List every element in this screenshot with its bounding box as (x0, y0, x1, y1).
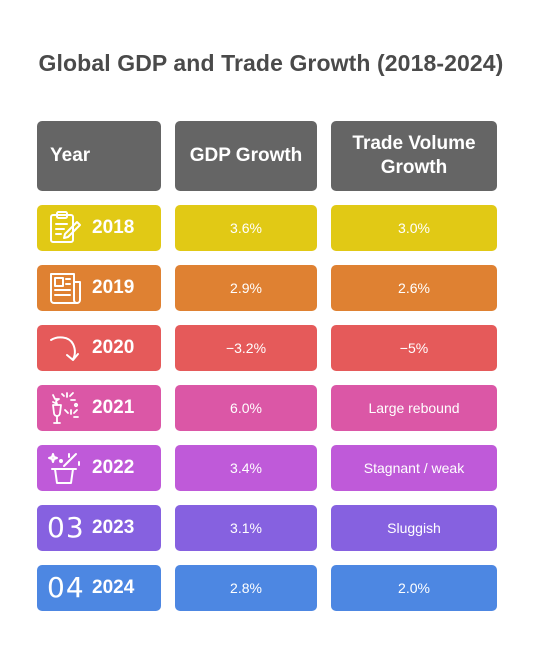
header-trade-volume-growth: Trade Volume Growth (331, 121, 497, 191)
row-2022-gdp-cell: 3.4% (175, 445, 317, 491)
year-label: 2022 (92, 457, 135, 478)
row-2020-trade-cell: −5% (331, 325, 497, 371)
row-2022-year-cell: 2022 (37, 445, 161, 491)
row-2023-trade-cell: Sluggish (331, 505, 497, 551)
year-label: 2023 (92, 517, 135, 538)
row-2018-gdp-cell: 3.6% (175, 205, 317, 251)
year-label: 2019 (92, 277, 135, 298)
magic-hat-icon (47, 450, 83, 486)
header-gdp-growth: GDP Growth (175, 121, 317, 191)
row-2018-trade-cell: 3.0% (331, 205, 497, 251)
row-2019-trade-cell: 2.6% (331, 265, 497, 311)
clipboard-pencil-icon (47, 210, 83, 246)
row-2019-year-cell: 2019 (37, 265, 161, 311)
row-2021-year-cell: 2021 (37, 385, 161, 431)
number-03-icon: 03 (47, 511, 85, 544)
row-2022-trade-cell: Stagnant / weak (331, 445, 497, 491)
newspaper-icon (47, 270, 83, 306)
champagne-fireworks-icon (47, 390, 83, 426)
row-2023-year-cell: 03 2023 (37, 505, 161, 551)
year-label: 2018 (92, 217, 135, 238)
header-year: Year (37, 121, 161, 191)
number-04-icon: 04 (47, 571, 85, 604)
row-2023-gdp-cell: 3.1% (175, 505, 317, 551)
year-label: 2020 (92, 337, 135, 358)
page-title: Global GDP and Trade Growth (2018-2024) (38, 50, 504, 76)
row-2021-gdp-cell: 6.0% (175, 385, 317, 431)
row-2024-year-cell: 04 2024 (37, 565, 161, 611)
row-2020-gdp-cell: −3.2% (175, 325, 317, 371)
row-2019-gdp-cell: 2.9% (175, 265, 317, 311)
year-label: 2024 (92, 577, 135, 598)
row-2020-year-cell: 2020 (37, 325, 161, 371)
year-label: 2021 (92, 397, 135, 418)
row-2024-gdp-cell: 2.8% (175, 565, 317, 611)
downward-curve-arrow-icon (47, 330, 83, 366)
row-2024-trade-cell: 2.0% (331, 565, 497, 611)
row-2018-year-cell: 2018 (37, 205, 161, 251)
row-2021-trade-cell: Large rebound (331, 385, 497, 431)
